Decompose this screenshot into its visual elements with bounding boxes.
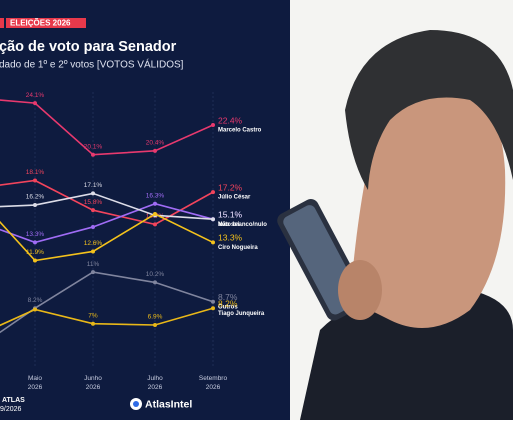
data-point xyxy=(211,123,215,128)
data-point xyxy=(153,148,157,153)
data-point xyxy=(211,190,215,195)
tag-marker xyxy=(0,18,4,28)
data-label: 20.4% xyxy=(146,140,165,147)
x-tick-label: Maio 2026 xyxy=(28,375,43,391)
data-point xyxy=(211,306,215,311)
x-tick-label: Julho 2026 xyxy=(147,375,163,391)
chart-title: ção de voto para Senador xyxy=(0,39,177,55)
logo-icon-core xyxy=(133,401,139,407)
data-point xyxy=(91,249,95,254)
data-label: 8.7% xyxy=(218,292,238,302)
data-label: 20.1% xyxy=(84,143,103,150)
data-label: 18.1% xyxy=(26,169,45,176)
data-label: 7% xyxy=(88,312,98,319)
data-point xyxy=(33,307,37,312)
data-point xyxy=(33,240,37,245)
data-point xyxy=(153,280,157,285)
data-label: 12.6% xyxy=(84,240,103,247)
data-label: 8.2% xyxy=(28,297,43,304)
data-point xyxy=(91,208,95,213)
footer-brand: ATLAS xyxy=(2,397,25,404)
x-tick-label: Setembro 2026 xyxy=(199,375,228,391)
series-name: Não sei xyxy=(218,222,240,228)
tag-background xyxy=(6,18,86,28)
data-label: 13.3% xyxy=(26,231,45,238)
data-label: 13.3% xyxy=(218,233,243,243)
data-label: 11% xyxy=(87,261,100,268)
data-label: 24.1% xyxy=(26,92,45,99)
data-label: 15.8% xyxy=(84,199,103,206)
tag: ELEIÇÕES 2026 xyxy=(10,19,71,28)
data-label: 22.4% xyxy=(218,115,243,125)
data-point xyxy=(153,322,157,327)
data-point xyxy=(33,203,37,208)
data-point xyxy=(91,191,95,196)
series-name: Ciro Nogueira xyxy=(218,245,258,251)
series-name: Marcelo Castro xyxy=(218,128,262,134)
data-label: 15.1% xyxy=(218,209,243,219)
series-name: Tiago Junqueira xyxy=(218,311,265,317)
data-label: 17.2% xyxy=(218,182,243,192)
data-label: 17.1% xyxy=(84,182,103,189)
data-label: 8.2% xyxy=(218,298,238,308)
data-label: 11.9% xyxy=(26,249,44,256)
data-point xyxy=(153,212,157,217)
data-point xyxy=(91,270,95,275)
data-label: 16.2% xyxy=(26,194,45,201)
footer-date: 9/2026 xyxy=(0,406,22,413)
series-name: Júlio César xyxy=(218,195,251,201)
logo: AtlasIntel xyxy=(145,398,192,410)
chart-background xyxy=(0,0,290,420)
data-label: 10.2% xyxy=(146,271,165,278)
x-tick-label: Junho 2026 xyxy=(84,375,102,391)
data-point xyxy=(91,152,95,157)
data-label: 6.9% xyxy=(148,314,163,321)
data-point xyxy=(153,201,157,206)
series-name: Voto branco/nulo xyxy=(218,222,267,228)
data-point xyxy=(91,321,95,326)
series-name: Outros xyxy=(218,304,238,310)
chart-subtitle: dado de 1º e 2º votos [VOTOS VÁLIDOS] xyxy=(0,58,184,71)
photo xyxy=(277,0,513,420)
data-label: 15.1% xyxy=(218,209,243,219)
data-point xyxy=(91,224,95,229)
plot: Maio 2026 Junho 2026 Julho 2026 Setembro 2026 24… xyxy=(0,92,267,391)
data-point xyxy=(211,299,215,304)
data-point xyxy=(33,101,37,106)
data-point xyxy=(33,178,37,183)
data-point xyxy=(211,240,215,245)
data-point xyxy=(33,258,37,263)
data-label: 16.3% xyxy=(146,192,165,199)
data-point xyxy=(211,217,215,222)
data-point xyxy=(153,222,157,227)
